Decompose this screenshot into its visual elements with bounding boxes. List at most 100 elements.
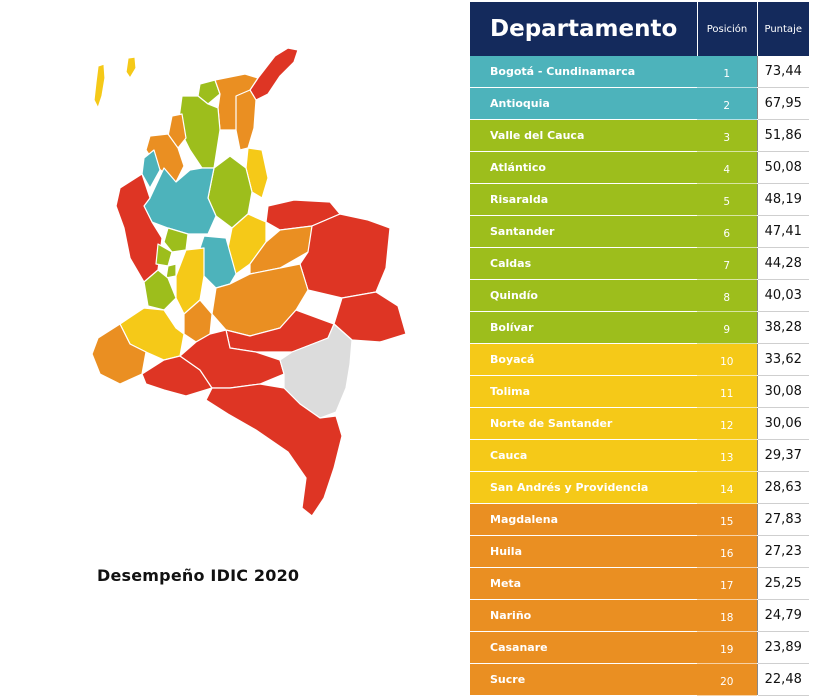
- table-row: Casanare 19 23,89: [470, 631, 809, 664]
- department-name: Tolima: [470, 375, 697, 408]
- department-name: Casanare: [470, 631, 697, 664]
- department-score: 25,25: [756, 567, 809, 600]
- region-meta: [211, 263, 309, 337]
- table-row: Boyacá 10 33,62: [470, 343, 809, 376]
- table-row: Norte de Santander 12 30,06: [470, 407, 809, 440]
- table-row: Bolívar 9 38,28: [470, 311, 809, 344]
- department-position: 11: [697, 375, 757, 408]
- region-cesar: [235, 89, 257, 151]
- region-amazonas: [205, 383, 343, 517]
- header-puntaje: Puntaje: [757, 2, 809, 56]
- department-score: 33,62: [756, 343, 809, 376]
- department-score: 27,23: [756, 535, 809, 568]
- region-providencia: [125, 56, 137, 79]
- table-row: Antioquia 2 67,95: [470, 87, 809, 120]
- region-san-andres: [93, 63, 106, 109]
- department-name: Bolívar: [470, 311, 697, 344]
- table-row: Magdalena 15 27,83: [470, 503, 809, 536]
- table-row: Tolima 11 30,08: [470, 375, 809, 408]
- department-name: Meta: [470, 567, 697, 600]
- table-row: Quindío 8 40,03: [470, 279, 809, 312]
- department-name: Caldas: [470, 247, 697, 280]
- department-score: 50,08: [756, 151, 809, 184]
- region-caldas: [163, 227, 189, 253]
- department-position: 1: [697, 56, 757, 88]
- table-row: San Andrés y Providencia 14 28,63: [470, 471, 809, 504]
- department-score: 38,28: [756, 311, 809, 344]
- department-name: Huila: [470, 535, 697, 568]
- department-name: Magdalena: [470, 503, 697, 536]
- department-position: 18: [697, 599, 757, 632]
- table-row: Huila 16 27,23: [470, 535, 809, 568]
- department-position: 5: [697, 183, 757, 216]
- department-position: 14: [697, 471, 757, 504]
- department-position: 10: [697, 343, 757, 376]
- department-name: Bogotá - Cundinamarca: [470, 56, 697, 88]
- department-position: 3: [697, 119, 757, 152]
- department-name: Boyacá: [470, 343, 697, 376]
- department-name: Santander: [470, 215, 697, 248]
- table-row: Bogotá - Cundinamarca 1 73,44: [470, 56, 809, 88]
- region-vichada: [299, 213, 391, 299]
- header-departamento: Departamento: [470, 2, 698, 56]
- region-uraba: [141, 149, 161, 189]
- department-name: Risaralda: [470, 183, 697, 216]
- department-position: 20: [697, 663, 757, 696]
- department-name: Valle del Cauca: [470, 119, 697, 152]
- department-score: 40,03: [756, 279, 809, 312]
- department-position: 8: [697, 279, 757, 312]
- department-position: 9: [697, 311, 757, 344]
- department-position: 4: [697, 151, 757, 184]
- department-score: 29,37: [756, 439, 809, 472]
- department-score: 47,41: [756, 215, 809, 248]
- department-position: 12: [697, 407, 757, 440]
- department-position: 13: [697, 439, 757, 472]
- department-name: Norte de Santander: [470, 407, 697, 440]
- table-row: Sucre 20 22,48: [470, 663, 809, 696]
- department-name: Cauca: [470, 439, 697, 472]
- region-quindio: [165, 263, 177, 279]
- region-antioquia: [143, 167, 217, 235]
- department-position: 6: [697, 215, 757, 248]
- department-position: 7: [697, 247, 757, 280]
- department-name: Atlántico: [470, 151, 697, 184]
- department-score: 23,89: [756, 631, 809, 664]
- department-score: 28,63: [756, 471, 809, 504]
- department-position: 2: [697, 87, 757, 120]
- department-score: 44,28: [756, 247, 809, 280]
- department-name: Quindío: [470, 279, 697, 312]
- table-row: Risaralda 5 48,19: [470, 183, 809, 216]
- table-row: Caldas 7 44,28: [470, 247, 809, 280]
- department-score: 30,08: [756, 375, 809, 408]
- department-score: 73,44: [756, 56, 809, 88]
- department-name: Nariño: [470, 599, 697, 632]
- colombia-map-svg: [91, 47, 407, 517]
- department-name: San Andrés y Providencia: [470, 471, 697, 504]
- department-score: 24,79: [756, 599, 809, 632]
- table-row: Santander 6 47,41: [470, 215, 809, 248]
- table-header-row: Departamento Posición Puntaje: [470, 2, 809, 56]
- region-atlantico: [197, 79, 221, 105]
- region-cordoba: [145, 133, 185, 183]
- table-row: Atlántico 4 50,08: [470, 151, 809, 184]
- table-row: Cauca 13 29,37: [470, 439, 809, 472]
- department-position: 17: [697, 567, 757, 600]
- department-name: Antioquia: [470, 87, 697, 120]
- department-position: 19: [697, 631, 757, 664]
- department-position: 15: [697, 503, 757, 536]
- department-name: Sucre: [470, 663, 697, 696]
- department-position: 16: [697, 535, 757, 568]
- ranking-body: Bogotá - Cundinamarca 1 73,44 Antioquia 2 67,…: [470, 56, 809, 696]
- department-score: 67,95: [756, 87, 809, 120]
- colombia-map: [80, 38, 420, 518]
- department-score: 27,83: [756, 503, 809, 536]
- department-score: 30,06: [756, 407, 809, 440]
- header-posicion: Posición: [697, 2, 758, 56]
- ranking-table: Departamento Posición Puntaje Bogotá - C…: [470, 2, 809, 696]
- department-score: 22,48: [756, 663, 809, 696]
- table-row: Valle del Cauca 3 51,86: [470, 119, 809, 152]
- table-row: Meta 17 25,25: [470, 567, 809, 600]
- region-guajira: [249, 47, 299, 101]
- region-valle: [143, 269, 177, 311]
- table-row: Nariño 18 24,79: [470, 599, 809, 632]
